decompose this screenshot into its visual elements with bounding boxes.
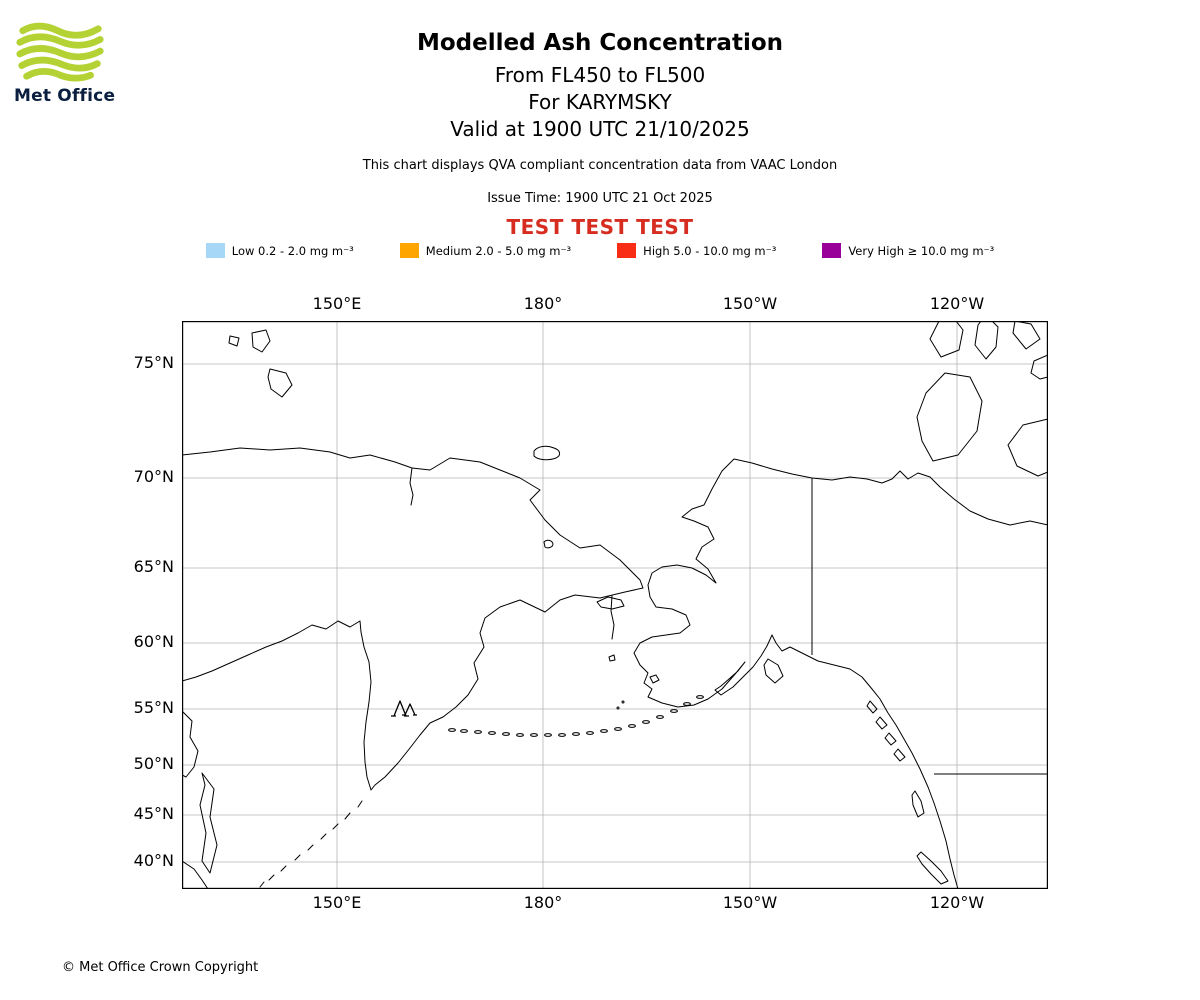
copyright-text: © Met Office Crown Copyright (62, 960, 259, 975)
wrangel-island (533, 445, 561, 461)
x-tick-top-150e: 150°E (312, 294, 362, 313)
qva-description: This chart displays QVA compliant concen… (362, 158, 838, 173)
pribilof-island-2 (616, 706, 620, 710)
y-tick-45n: 45°N (133, 804, 174, 823)
coastlines (182, 321, 1048, 889)
new-siberian-island-1 (251, 329, 271, 353)
panhandle-island-1 (866, 700, 878, 714)
met-office-logo-text: Met Office (14, 86, 116, 106)
banks-island (916, 372, 983, 462)
arctic-island-2 (974, 321, 999, 360)
north-america-pacific-coastline (633, 584, 959, 889)
legend-item-low: Low 0.2 - 2.0 mg m⁻³ (205, 243, 354, 258)
y-tick-75n: 75°N (133, 353, 174, 372)
y-tick-40n: 40°N (133, 851, 174, 870)
vancouver-island (916, 851, 949, 885)
x-tick-bottom-150e: 150°E (312, 893, 362, 912)
panhandle-island-3 (884, 732, 897, 746)
concentration-legend: Low 0.2 - 2.0 mg m⁻³ Medium 2.0 - 5.0 mg… (0, 243, 1200, 258)
north-america-north-coastline (647, 458, 1048, 586)
nunivak-island (649, 674, 660, 684)
y-tick-65n: 65°N (133, 557, 174, 576)
arctic-island-3 (1012, 321, 1041, 350)
kodiak-island (763, 658, 784, 684)
legend-item-high: High 5.0 - 10.0 mg m⁻³ (617, 243, 776, 258)
title-block: Modelled Ash Concentration From FL450 to… (0, 30, 1200, 143)
ayon-island (543, 539, 554, 549)
y-tick-70n: 70°N (133, 467, 174, 486)
gridlines (182, 321, 1048, 889)
met-office-logo-mark (16, 22, 104, 82)
new-siberian-island-3 (228, 335, 240, 347)
kolyma-river (409, 467, 414, 506)
st-lawrence-island (596, 596, 625, 610)
pribilof-island-1 (621, 700, 625, 704)
subtitle-valid-time: Valid at 1900 UTC 21/10/2025 (450, 117, 750, 141)
eurasia-coastline (182, 447, 644, 791)
x-tick-top-120w: 120°W (929, 294, 985, 313)
victoria-island (1007, 418, 1048, 477)
high-swatch (617, 243, 637, 258)
very-high-swatch (822, 243, 842, 258)
y-tick-60n: 60°N (133, 632, 174, 651)
legend-item-very-high: Very High ≥ 10.0 mg m⁻³ (822, 243, 994, 258)
issue-time: Issue Time: 1900 UTC 21 Oct 2025 (487, 191, 713, 206)
arctic-island-4 (1030, 354, 1048, 380)
arctic-island-1 (929, 321, 964, 358)
met-office-logo: Met Office (14, 22, 134, 106)
legend-label-low: Low 0.2 - 2.0 mg m⁻³ (231, 243, 354, 258)
x-tick-bottom-120w: 120°W (929, 893, 985, 912)
x-tick-bottom-180: 180° (523, 893, 563, 912)
borders (811, 478, 1048, 775)
low-swatch (205, 243, 225, 258)
aleutian-islands (448, 695, 704, 737)
x-tick-top-180: 180° (523, 294, 563, 313)
panhandle-island-2 (875, 716, 888, 730)
kuril-islands (259, 800, 363, 888)
panhandle-island-4 (893, 748, 906, 762)
anadyr-river (610, 595, 615, 640)
new-siberian-island-2 (267, 368, 293, 398)
x-tick-bottom-150w: 150°W (722, 893, 778, 912)
haida-gwaii-island (911, 790, 925, 818)
test-banner: TEST TEST TEST (506, 215, 694, 239)
subtitle-flight-levels: From FL450 to FL500 (494, 63, 706, 87)
medium-swatch (399, 243, 419, 258)
x-tick-top-150w: 150°W (722, 294, 778, 313)
y-tick-55n: 55°N (133, 698, 174, 717)
page-title: Modelled Ash Concentration (416, 30, 784, 56)
subtitle-volcano: For KARYMSKY (528, 90, 672, 114)
map-frame (182, 321, 1048, 889)
sakhalin-island (199, 772, 218, 874)
hokkaido-coastline (182, 860, 209, 889)
legend-label-high: High 5.0 - 10.0 mg m⁻³ (643, 243, 777, 258)
okhotsk-west-coastline (182, 710, 199, 778)
legend-item-medium: Medium 2.0 - 5.0 mg m⁻³ (399, 243, 572, 258)
map-svg (182, 321, 1048, 889)
y-tick-50n: 50°N (133, 754, 174, 773)
legend-label-medium: Medium 2.0 - 5.0 mg m⁻³ (425, 243, 572, 258)
volcano-marker (391, 700, 417, 717)
st-matthew-island (608, 654, 616, 662)
legend-label-very-high: Very High ≥ 10.0 mg m⁻³ (848, 243, 995, 258)
